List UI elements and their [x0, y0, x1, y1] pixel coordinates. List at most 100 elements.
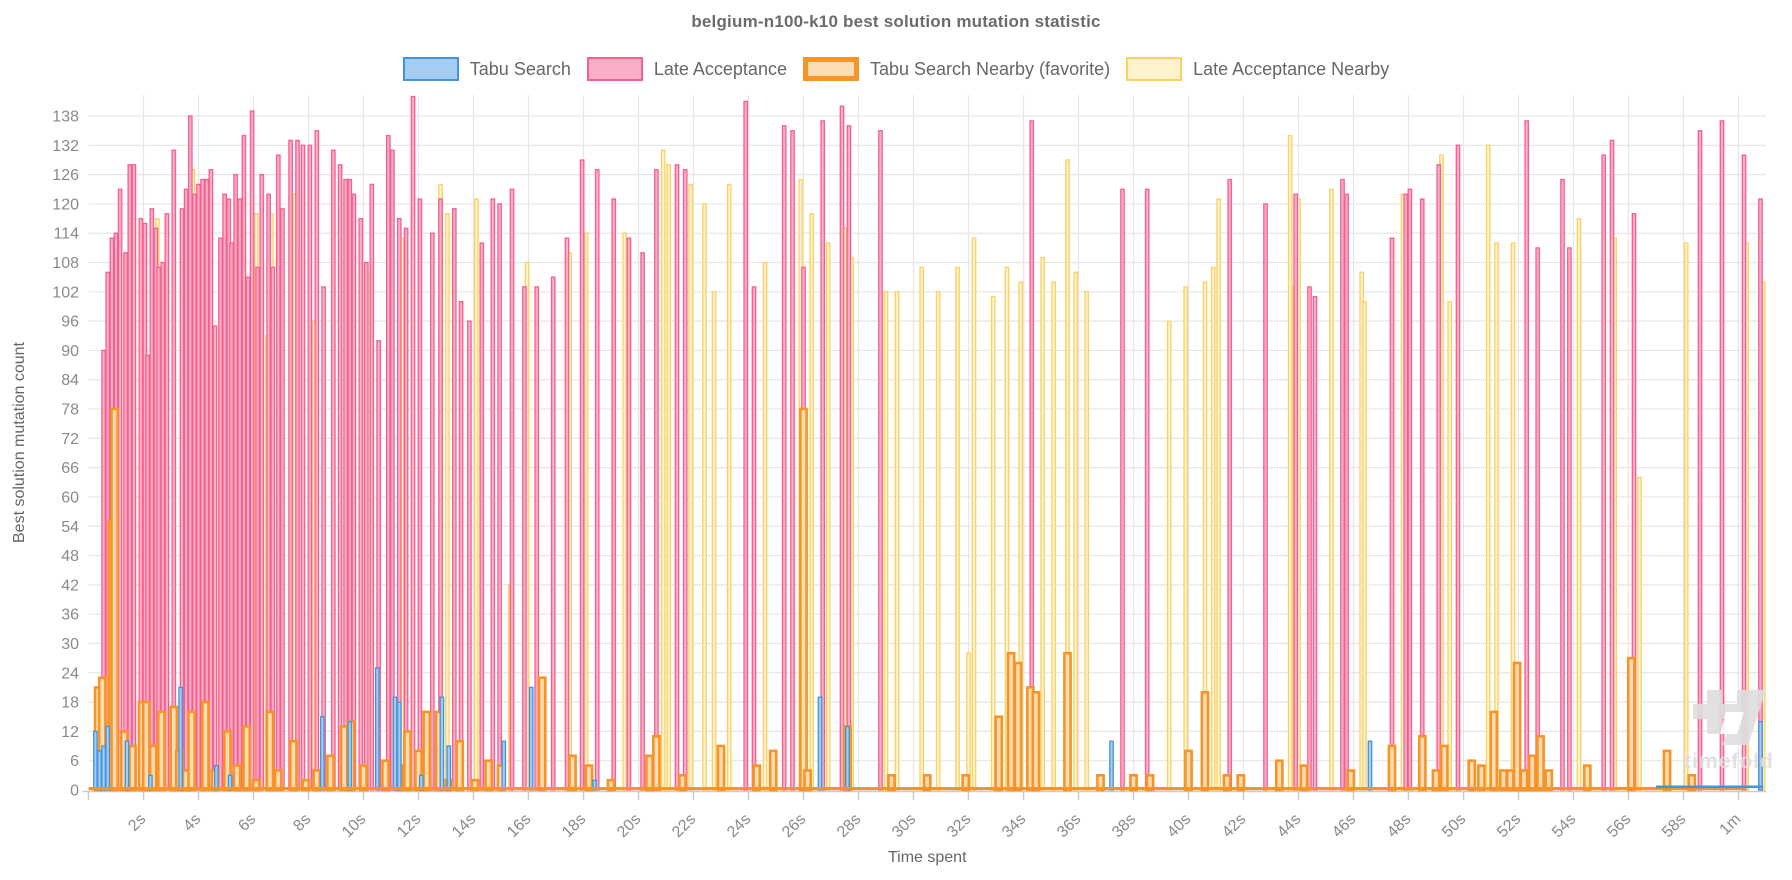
bar: [241, 134, 247, 791]
bar: [743, 100, 749, 791]
bar: [1299, 764, 1309, 792]
legend-item-tabu-search[interactable]: Tabu Search: [402, 57, 571, 81]
svg-text:18: 18: [61, 695, 79, 712]
svg-text:48s: 48s: [1384, 811, 1414, 841]
bar: [214, 764, 219, 791]
bar: [1419, 198, 1425, 791]
legend-item-late-acceptance[interactable]: Late Acceptance: [586, 57, 787, 81]
svg-text:36: 36: [61, 607, 79, 624]
bar: [187, 710, 196, 792]
svg-text:114: 114: [53, 226, 79, 243]
bar: [688, 183, 694, 791]
bar: [1013, 661, 1023, 792]
bar: [1683, 242, 1689, 791]
bar: [1216, 198, 1222, 791]
bar: [343, 178, 348, 791]
bar: [528, 686, 534, 791]
legend-swatch: [586, 57, 643, 81]
bar: [97, 750, 102, 791]
bar: [381, 759, 390, 792]
legend-swatch: [1126, 57, 1183, 81]
bar: [275, 154, 281, 791]
bar: [660, 149, 666, 791]
bar: [164, 213, 170, 791]
bar: [337, 164, 343, 791]
bar: [799, 407, 808, 792]
bar: [1407, 188, 1413, 791]
svg-text:50s: 50s: [1439, 811, 1469, 841]
bar: [321, 286, 326, 791]
bar: [1084, 291, 1090, 791]
bar: [101, 745, 106, 791]
bar: [445, 213, 450, 791]
watermark: timefold: [1684, 690, 1773, 773]
bar: [809, 213, 815, 791]
bar: [1227, 178, 1233, 791]
legend-swatch: [402, 57, 459, 81]
svg-text:4s: 4s: [180, 811, 204, 835]
bar: [497, 203, 502, 791]
legend-item-tabu-search-nearby-favorite[interactable]: Tabu Search Nearby (favorite): [802, 57, 1110, 81]
bar: [128, 744, 137, 792]
bar: [233, 173, 238, 791]
bar: [1287, 134, 1293, 791]
bar: [280, 208, 285, 791]
bar: [1637, 476, 1642, 791]
bar: [1535, 247, 1541, 791]
bar: [265, 710, 275, 792]
bar: [1485, 144, 1491, 791]
bar: [1166, 320, 1172, 791]
bar: [300, 144, 306, 791]
bar: [479, 242, 485, 791]
bar: [245, 276, 251, 791]
bar: [288, 739, 298, 792]
bar: [222, 193, 227, 791]
bar: [1662, 749, 1672, 792]
bar: [410, 95, 416, 791]
bar: [242, 725, 251, 792]
bar: [1467, 759, 1477, 792]
bar: [702, 203, 707, 791]
x-axis: [82, 790, 1766, 800]
bar: [1293, 193, 1299, 791]
svg-text:40s: 40s: [1164, 811, 1194, 841]
bar: [192, 193, 197, 791]
bar: [1417, 734, 1427, 792]
bar: [1403, 193, 1409, 791]
svg-text:90: 90: [61, 343, 79, 360]
y-axis-tick-labels: 0 6 12 18 24 30 36 42 48 54 60 66 72 78 84 90 96 102 108 11…: [52, 109, 79, 800]
bar: [183, 188, 189, 791]
bar: [1477, 764, 1486, 792]
bar: [966, 652, 971, 791]
bar: [1362, 300, 1367, 791]
bar: [319, 716, 325, 791]
legend-item-late-acceptance-nearby[interactable]: Late Acceptance Nearby: [1126, 57, 1389, 81]
bar: [196, 183, 201, 791]
bar: [1601, 154, 1607, 791]
bar: [1184, 749, 1193, 792]
bar: [1109, 740, 1114, 791]
legend-swatch: [802, 57, 859, 81]
bar: [645, 754, 654, 792]
legend-label: Late Acceptance Nearby: [1193, 58, 1390, 79]
bar: [208, 169, 214, 791]
bar: [127, 164, 133, 791]
bar: [1344, 193, 1349, 791]
bar: [1758, 720, 1763, 791]
bar: [509, 188, 515, 791]
bar: [1263, 203, 1268, 791]
svg-text:24: 24: [61, 665, 79, 682]
bar: [93, 730, 98, 791]
bar: [403, 227, 409, 791]
bar: [1063, 651, 1072, 792]
bar: [1626, 656, 1636, 792]
bar: [178, 686, 183, 791]
bar: [255, 266, 260, 791]
bar: [458, 300, 464, 791]
bar: [1006, 651, 1016, 792]
bar: [307, 144, 313, 791]
gridlines-vertical: [142, 95, 1740, 790]
bar: [817, 696, 823, 791]
svg-text:96: 96: [61, 314, 79, 331]
svg-text:36s: 36s: [1054, 811, 1084, 841]
